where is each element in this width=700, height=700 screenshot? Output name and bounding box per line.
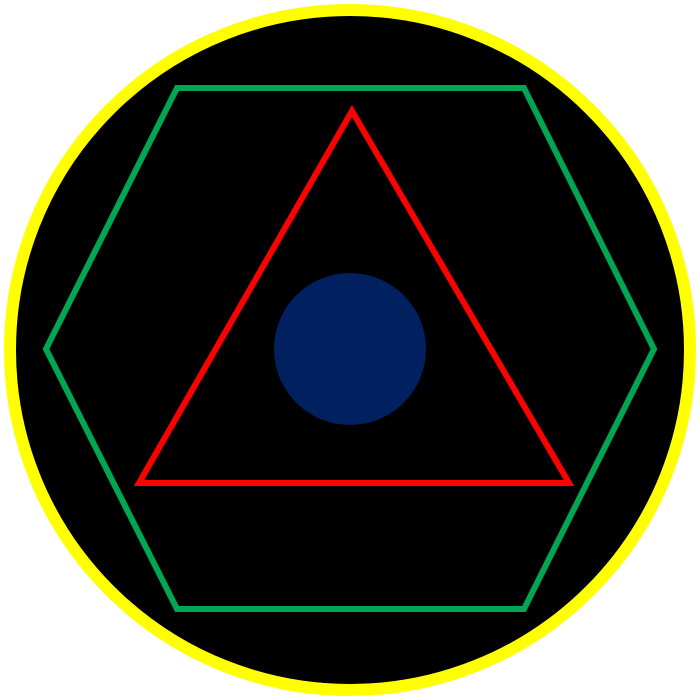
center-dot (274, 273, 426, 425)
green-hexagon (42, 85, 658, 612)
red-triangle (133, 105, 575, 486)
